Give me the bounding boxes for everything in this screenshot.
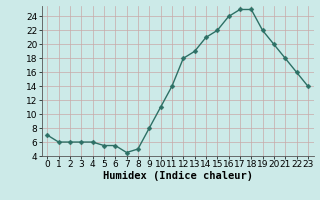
X-axis label: Humidex (Indice chaleur): Humidex (Indice chaleur) — [103, 171, 252, 181]
